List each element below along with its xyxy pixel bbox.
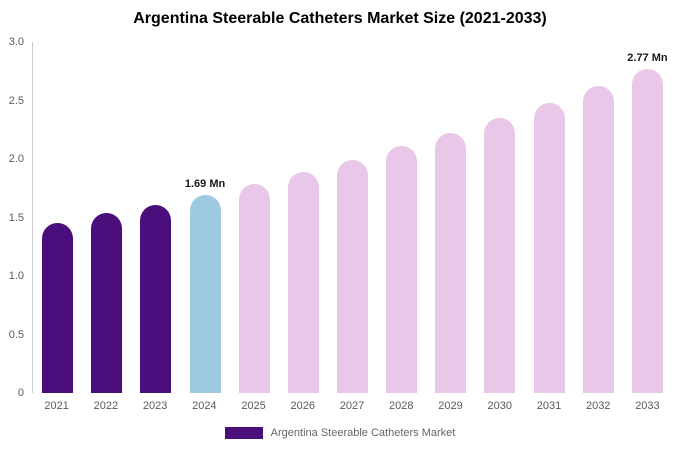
- bar-2023: [140, 204, 172, 393]
- bar-2031: [533, 102, 565, 393]
- x-axis-label: 2025: [241, 400, 266, 412]
- bar-2029: [435, 133, 467, 393]
- x-axis-label: 2033: [635, 400, 660, 412]
- legend: Argentina Steerable Catheters Market: [0, 427, 680, 439]
- bar-column-2024: 1.69 Mn: [180, 42, 229, 393]
- bar-column-2033: 2.77 Mn: [623, 42, 672, 393]
- x-axis-label: 2031: [536, 400, 562, 412]
- bar-2022: [91, 212, 123, 393]
- bar-column-2025: [230, 42, 279, 393]
- y-axis-tick-label: 1.0: [8, 270, 24, 282]
- bar-2033: [631, 68, 663, 393]
- bars-container: 1.69 Mn 2.77 Mn: [33, 42, 672, 393]
- bar-2024: [189, 195, 221, 393]
- y-axis-tick-label: 2.5: [8, 94, 24, 107]
- bar-column-2030: [475, 42, 524, 393]
- bar-value-label: 2.77 Mn: [627, 51, 668, 64]
- bar-2021: [42, 223, 74, 393]
- y-axis-tick-label: 0.5: [8, 328, 24, 341]
- x-axis-label: 2028: [389, 400, 414, 412]
- legend-swatch: [224, 427, 263, 439]
- y-axis-tick-label: 2.0: [8, 153, 24, 165]
- bar-column-2023: [131, 42, 180, 393]
- chart-title: Argentina Steerable Catheters Market Siz…: [133, 10, 547, 27]
- bar-2028: [386, 146, 418, 393]
- y-axis-tick-label: 3.0: [8, 36, 24, 48]
- x-axis-label: 2026: [290, 400, 316, 412]
- x-axis-label: 2024: [192, 400, 217, 412]
- x-axis-label: 2030: [487, 400, 512, 412]
- bar-column-2022: [82, 42, 131, 393]
- bar-value-label: 1.69 Mn: [184, 178, 226, 191]
- bar-column-2027: [328, 42, 377, 393]
- y-axis-tick-label: 0: [17, 387, 24, 399]
- x-axis-label: 2021: [44, 400, 69, 412]
- x-axis-label: 2022: [93, 400, 119, 412]
- bar-2027: [337, 160, 369, 393]
- bar-2026: [287, 171, 319, 393]
- bar-column-2032: [574, 42, 623, 393]
- x-axis-label: 2023: [142, 400, 168, 412]
- bar-2025: [238, 183, 270, 393]
- x-axis-label: 2032: [585, 400, 611, 412]
- y-axis-tick-label: 1.5: [8, 211, 24, 224]
- bar-column-2031: [525, 42, 574, 393]
- bar-2032: [582, 86, 614, 393]
- bar-column-2028: [377, 42, 426, 393]
- bar-column-2021: [33, 42, 82, 393]
- x-axis: 2021 2022 2023 2024 2025 2026 2027 2028 2029 2030…: [32, 400, 672, 412]
- bar-2030: [484, 118, 516, 393]
- bar-column-2029: [426, 42, 475, 393]
- y-axis: 3.0 2.5 2.0 1.5 1.0 0.5 0: [0, 36, 28, 399]
- bar-column-2026: [279, 42, 328, 393]
- x-axis-label: 2027: [339, 400, 365, 412]
- x-axis-label: 2029: [438, 400, 463, 412]
- plot-area: 1.69 Mn 2.77 Mn: [32, 42, 672, 393]
- legend-label: Argentina Steerable Catheters Market: [270, 427, 456, 439]
